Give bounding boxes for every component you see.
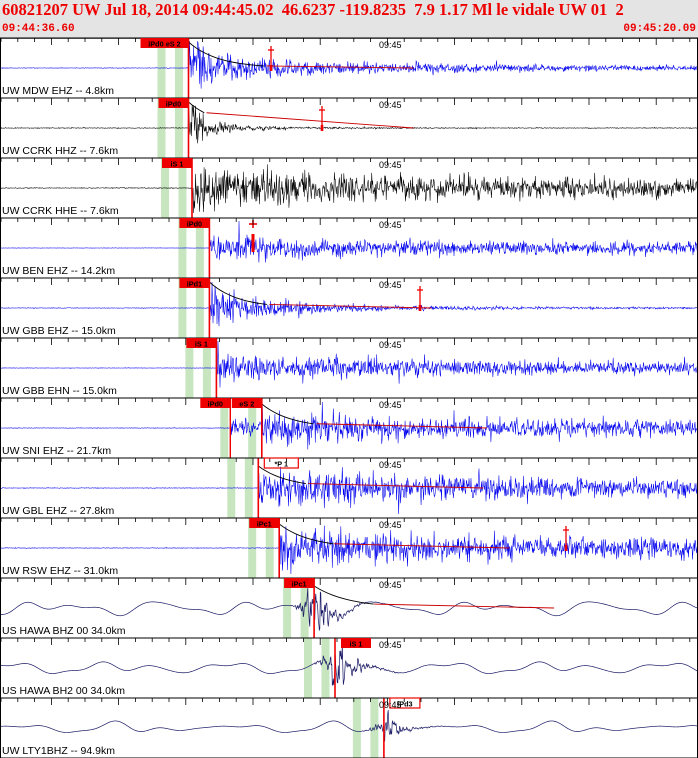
- svg-text:iS 1: iS 1: [350, 639, 363, 648]
- svg-text:09:45: 09:45: [379, 280, 402, 290]
- svg-text:09:45: 09:45: [379, 460, 402, 470]
- svg-text:iS 1: iS 1: [171, 159, 184, 168]
- svg-text:*P 1: *P 1: [274, 459, 288, 468]
- svg-text:iPd0: iPd0: [208, 399, 223, 408]
- svg-text:iPd0 eS 2: iPd0 eS 2: [148, 39, 180, 48]
- svg-text:UW RSW EHZ -- 31.0km: UW RSW EHZ -- 31.0km: [2, 565, 118, 577]
- svg-text:09:45: 09:45: [379, 580, 402, 590]
- svg-text:UW MDW EHZ -- 4.8km: UW MDW EHZ -- 4.8km: [2, 85, 114, 97]
- svg-text:09:45: 09:45: [379, 520, 402, 530]
- svg-text:iPd1: iPd1: [187, 279, 202, 288]
- svg-text:UW CCRK HHE -- 7.6km: UW CCRK HHE -- 7.6km: [2, 205, 119, 217]
- svg-text:US HAWA BH2 00 34.0km: US HAWA BH2 00 34.0km: [2, 685, 125, 697]
- svg-text:iPc1: iPc1: [292, 579, 307, 588]
- svg-text:UW CCRK HHZ -- 7.6km: UW CCRK HHZ -- 7.6km: [2, 145, 118, 157]
- svg-text:UW LTY1BHZ -- 94.9km: UW LTY1BHZ -- 94.9km: [2, 745, 115, 757]
- svg-text:UW BEN EHZ -- 14.2km: UW BEN EHZ -- 14.2km: [2, 265, 115, 277]
- svg-text:09:45: 09:45: [379, 100, 402, 110]
- svg-text:09:45: 09:45: [379, 640, 402, 650]
- svg-text:09:45: 09:45: [379, 340, 402, 350]
- svg-text:09:45: 09:45: [379, 220, 402, 230]
- svg-text:iPd0: iPd0: [166, 99, 181, 108]
- svg-text:iS 1: iS 1: [195, 339, 208, 348]
- svg-text:UW GBB EHN -- 15.0km: UW GBB EHN -- 15.0km: [2, 385, 117, 397]
- svg-text:iPd0: iPd0: [187, 219, 202, 228]
- svg-text:US HAWA BHZ 00 34.0km: US HAWA BHZ 00 34.0km: [2, 625, 126, 637]
- svg-text:09:45: 09:45: [379, 160, 402, 170]
- svg-text:UW GBB EHZ -- 15.0km: UW GBB EHZ -- 15.0km: [2, 325, 116, 337]
- svg-text:UW SNI EHZ -- 21.7km: UW SNI EHZ -- 21.7km: [2, 445, 111, 457]
- svg-text:eS 2: eS 2: [239, 399, 254, 408]
- svg-text:iPc1: iPc1: [257, 519, 272, 528]
- svg-text:09:45: 09:45: [379, 700, 402, 710]
- svg-text:09:45: 09:45: [379, 40, 402, 50]
- svg-text:UW GBL EHZ -- 27.8km: UW GBL EHZ -- 27.8km: [2, 505, 114, 517]
- svg-text:09:45: 09:45: [379, 400, 402, 410]
